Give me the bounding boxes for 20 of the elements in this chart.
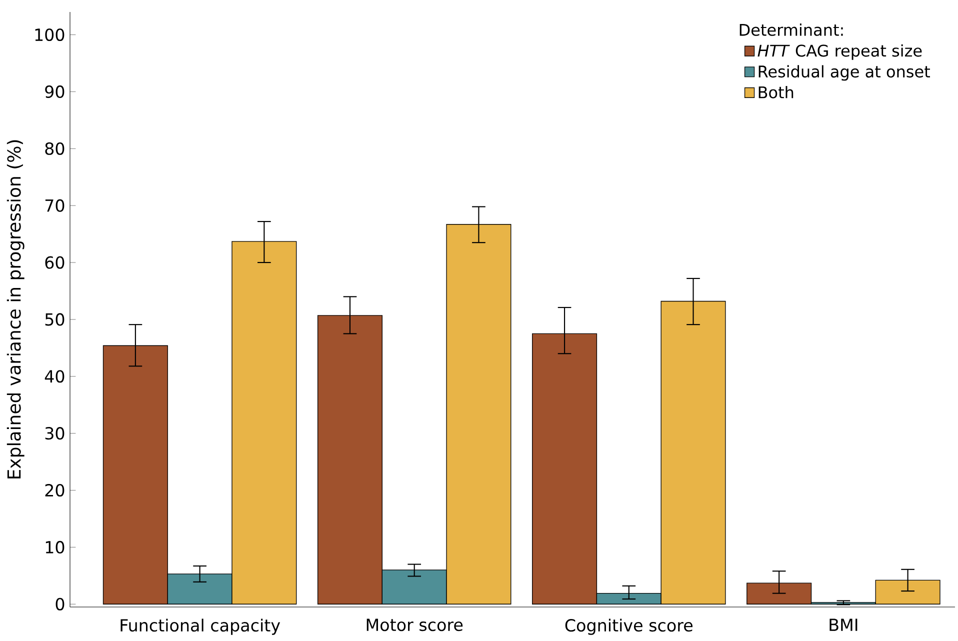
y-tick-label: 40	[44, 370, 64, 383]
y-tick-label: 70	[45, 199, 64, 212]
y-axis-title: Explained variance in progression (%)	[6, 140, 24, 478]
y-tick-label: 60	[45, 256, 64, 269]
x-tick-label: BMI	[830, 618, 858, 631]
x-tick-label: Functional capacity	[120, 618, 280, 635]
legend-label: Both	[758, 86, 794, 98]
x-tick-label: Motor score	[366, 618, 463, 632]
y-tick-label: 20	[45, 484, 64, 497]
x-tick-label: Cognitive score	[565, 618, 693, 635]
y-tick-label: 30	[45, 427, 64, 440]
y-tick-label: 100	[35, 28, 64, 42]
legend-title: Determinant:	[740, 24, 843, 36]
legend-label: HTT CAG repeat size	[758, 44, 922, 60]
y-tick-label: 0	[56, 598, 64, 610]
y-tick-label: 80	[45, 142, 64, 155]
y-tick-label: 50	[45, 313, 64, 326]
legend-label: Residual age at onset	[758, 65, 930, 81]
y-tick-label: 10	[46, 540, 64, 554]
y-tick-label: 90	[45, 85, 64, 98]
